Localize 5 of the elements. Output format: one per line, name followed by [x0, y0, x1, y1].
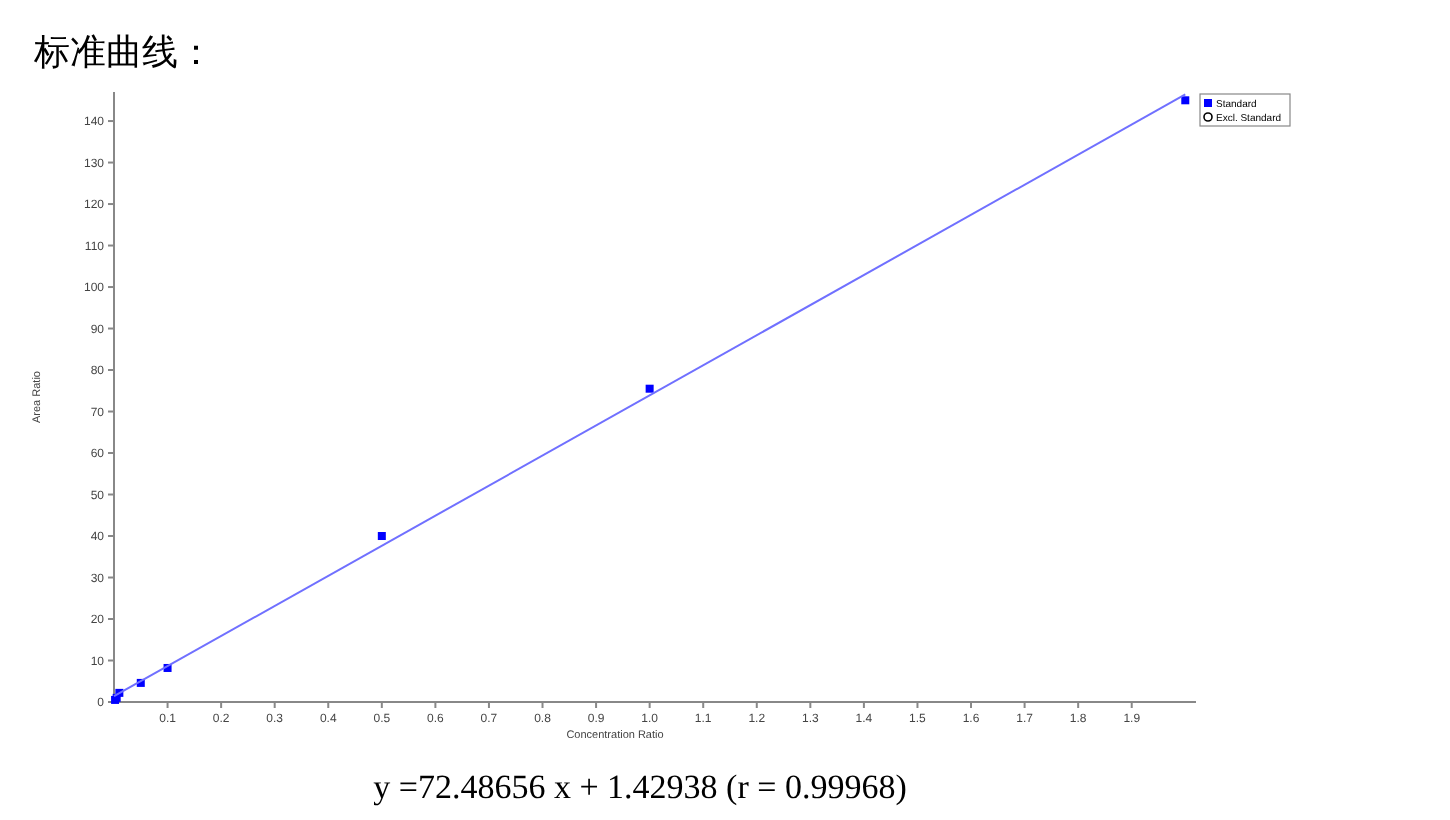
point: [377, 532, 386, 541]
point: [1181, 96, 1190, 105]
text: y =72.48656 x + 1.42938 (r = 0.99968): [373, 768, 907, 806]
chart-title: 标准曲线：: [32, 32, 214, 72]
point: [645, 384, 654, 393]
